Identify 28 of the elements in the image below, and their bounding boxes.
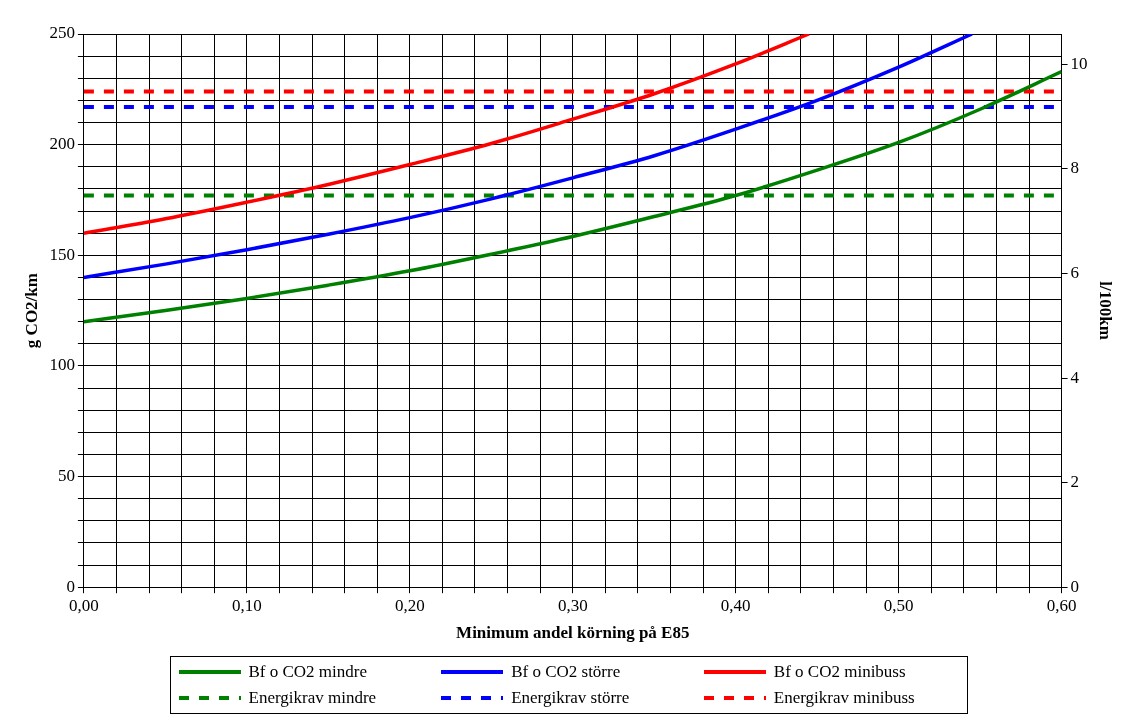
x-tick-label: 0,50 [883,595,914,615]
legend-label: Bf o CO2 större [511,662,621,682]
y2-axis-title: l/100km [1096,281,1116,340]
y-tick-label: 100 [49,355,75,375]
y-axis-title: g CO2/km [21,273,41,349]
legend-label: Bf o CO2 minibuss [773,662,906,682]
y-tick-label: 200 [49,134,75,154]
x-tick-label: 0,00 [69,595,99,615]
x-tick-label: 0,10 [231,595,262,615]
y2-tick-label: 0 [1070,576,1080,596]
y2-tick-label: 2 [1070,472,1080,492]
y-tick-label: 250 [49,23,75,43]
x-tick-label: 0,20 [394,595,425,615]
x-tick-label: 0,40 [720,595,751,615]
y2-tick-label: 10 [1070,53,1088,73]
x-tick-label: 0,30 [557,595,588,615]
legend-label: Energikrav minibuss [773,688,915,708]
y2-tick-label: 4 [1070,367,1080,387]
y2-tick-label: 8 [1070,158,1080,178]
x-tick-label: 0,60 [1046,595,1077,615]
y2-tick-label: 6 [1070,262,1080,282]
x-axis-title: Minimum andel körning på E85 [456,623,690,643]
y-tick-label: 0 [66,576,75,596]
legend-label: Energikrav större [511,688,630,708]
y-tick-label: 50 [57,466,75,486]
legend-label: Bf o CO2 mindre [248,662,368,682]
y-tick-label: 150 [49,244,75,264]
legend-label: Energikrav mindre [248,688,377,708]
